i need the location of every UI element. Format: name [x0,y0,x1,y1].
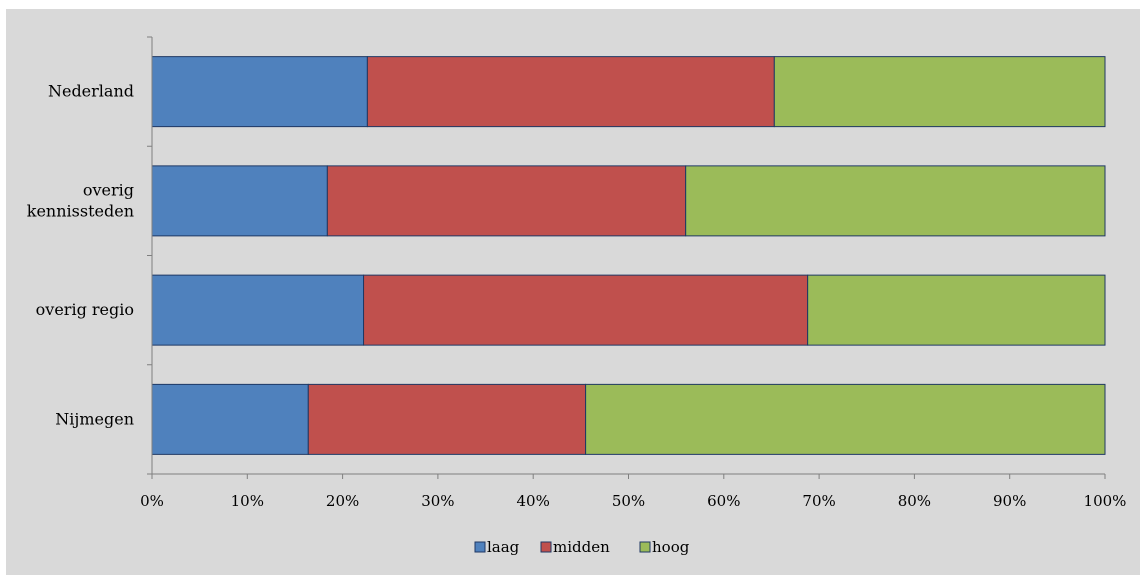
bar-laag-1 [151,165,328,237]
bar-laag-2 [151,274,365,346]
category-label-line: Nijmegen [55,409,134,428]
category-label: overig regio [36,300,134,319]
legend-swatch-hoog [639,541,651,553]
x-tick-label: 70% [802,492,835,510]
bar-hoog-3 [585,383,1106,455]
category-label-line: overig [83,180,134,199]
category-label: Nederland [48,82,134,101]
category-label-line: Nederland [48,82,134,101]
legend-swatch-laag [474,541,486,553]
category-label-line: kennissteden [27,201,134,220]
category-label-line: overig regio [36,300,134,319]
legend-label-midden: midden [553,538,610,556]
x-tick-label: 90% [993,492,1026,510]
x-tick-label: 60% [707,492,740,510]
bar-laag-0 [151,56,368,128]
x-tick-label: 50% [612,492,645,510]
bar-midden-3 [307,383,587,455]
bar-laag-3 [151,383,309,455]
bar-hoog-1 [685,165,1106,237]
bar-hoog-0 [773,56,1106,128]
legend-label-hoog: hoog [652,538,690,556]
legend-label-laag: laag [487,538,520,556]
bar-midden-1 [326,165,687,237]
category-label: overig kennissteden [27,180,134,220]
x-tick-label: 80% [898,492,931,510]
x-tick-label: 40% [517,492,550,510]
x-tick-label: 20% [326,492,359,510]
bar-hoog-2 [807,274,1106,346]
x-tick-label: 0% [140,492,164,510]
legend-swatch-midden [540,541,552,553]
bar-midden-2 [363,274,809,346]
x-tick-label: 10% [231,492,264,510]
x-tick-label: 30% [421,492,454,510]
bar-midden-0 [366,56,775,128]
category-label: Nijmegen [55,409,134,428]
x-tick-label: 100% [1084,492,1127,510]
